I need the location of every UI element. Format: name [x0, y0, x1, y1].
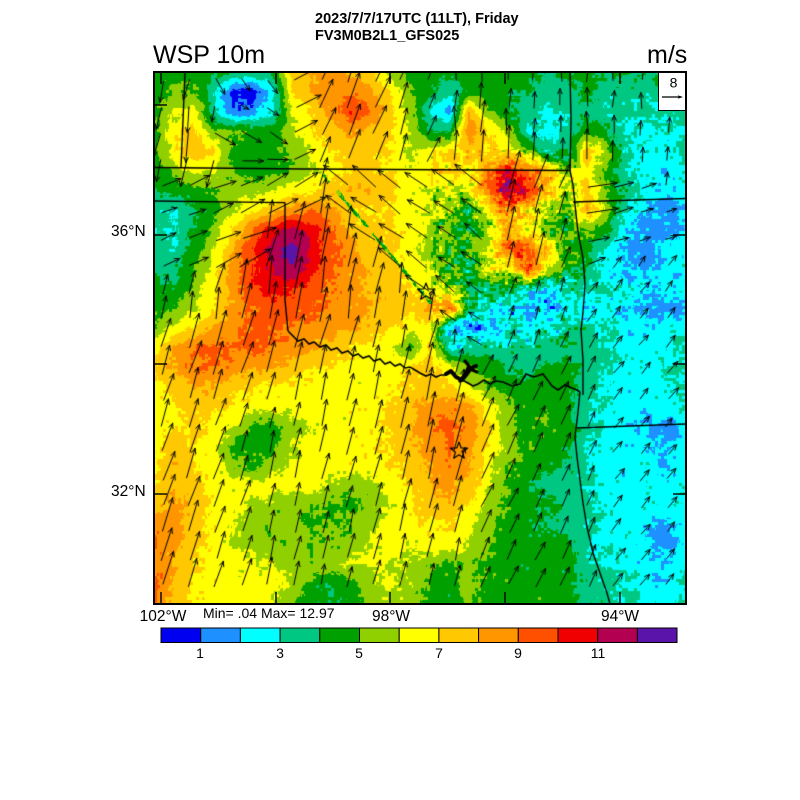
svg-text:1: 1 — [196, 645, 204, 661]
svg-text:3: 3 — [276, 645, 284, 661]
svg-text:8: 8 — [670, 75, 678, 91]
svg-text:5: 5 — [355, 645, 363, 661]
svg-text:9: 9 — [514, 645, 522, 661]
svg-text:11: 11 — [591, 645, 606, 661]
svg-text:7: 7 — [435, 645, 443, 661]
